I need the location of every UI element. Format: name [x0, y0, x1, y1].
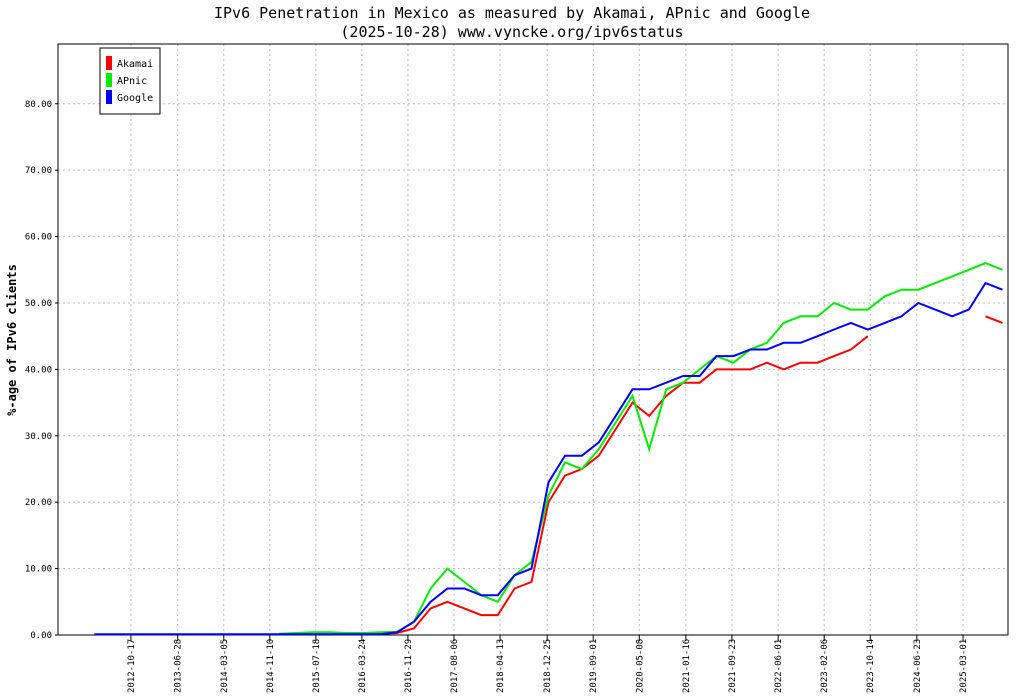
y-tick-label: 60.00 [25, 233, 52, 243]
x-tick-label: 2022-06-01 [774, 639, 784, 693]
y-tick-label: 40.00 [25, 365, 52, 375]
x-tick-label: 2025-03-01 [959, 639, 969, 693]
y-tick-label: 70.00 [25, 166, 52, 176]
chart-title: IPv6 Penetration in Mexico as measured b… [214, 4, 810, 22]
y-axis-label: %-age of IPv6 clients [5, 264, 19, 416]
legend-label: APnic [117, 76, 147, 87]
x-tick-label: 2021-01-16 [682, 639, 692, 693]
y-tick-label: 50.00 [25, 299, 52, 309]
y-tick-label: 20.00 [25, 498, 52, 508]
legend-label: Google [117, 93, 153, 104]
x-tick-label: 2023-10-14 [866, 639, 876, 693]
x-tick-label: 2015-07-18 [312, 639, 322, 693]
series-line [94, 281, 1003, 636]
y-tick-label: 80.00 [25, 100, 52, 110]
legend-swatch [106, 56, 112, 70]
series-line [363, 335, 869, 635]
x-tick-label: 2020-05-08 [635, 639, 645, 693]
x-tick-label: 2023-02-06 [820, 639, 830, 693]
x-tick-label: 2018-12-25 [543, 639, 553, 693]
x-tick-label: 2013-06-28 [174, 639, 184, 693]
y-tick-label: 10.00 [25, 565, 52, 575]
series-line [985, 315, 1003, 324]
x-tick-label: 2012-10-17 [127, 639, 137, 693]
legend-swatch [106, 90, 112, 104]
x-tick-label: 2014-11-10 [266, 639, 276, 693]
x-tick-label: 2016-03-24 [358, 639, 368, 693]
legend-label: Akamai [117, 59, 153, 70]
x-tick-label: 2019-09-01 [589, 639, 599, 693]
x-tick-label: 2021-09-23 [728, 639, 738, 693]
chart-subtitle: (2025-10-28) www.vyncke.org/ipv6status [340, 23, 683, 41]
y-tick-label: 0.00 [30, 631, 52, 641]
x-tick-label: 2018-04-13 [496, 639, 506, 693]
x-tick-label: 2017-08-06 [450, 639, 460, 693]
y-tick-label: 30.00 [25, 432, 52, 442]
x-tick-label: 2014-03-05 [220, 639, 230, 693]
legend-swatch [106, 73, 112, 87]
x-tick-label: 2016-11-29 [404, 639, 414, 693]
x-tick-label: 2024-06-23 [913, 639, 923, 693]
plot-frame [57, 43, 1009, 636]
